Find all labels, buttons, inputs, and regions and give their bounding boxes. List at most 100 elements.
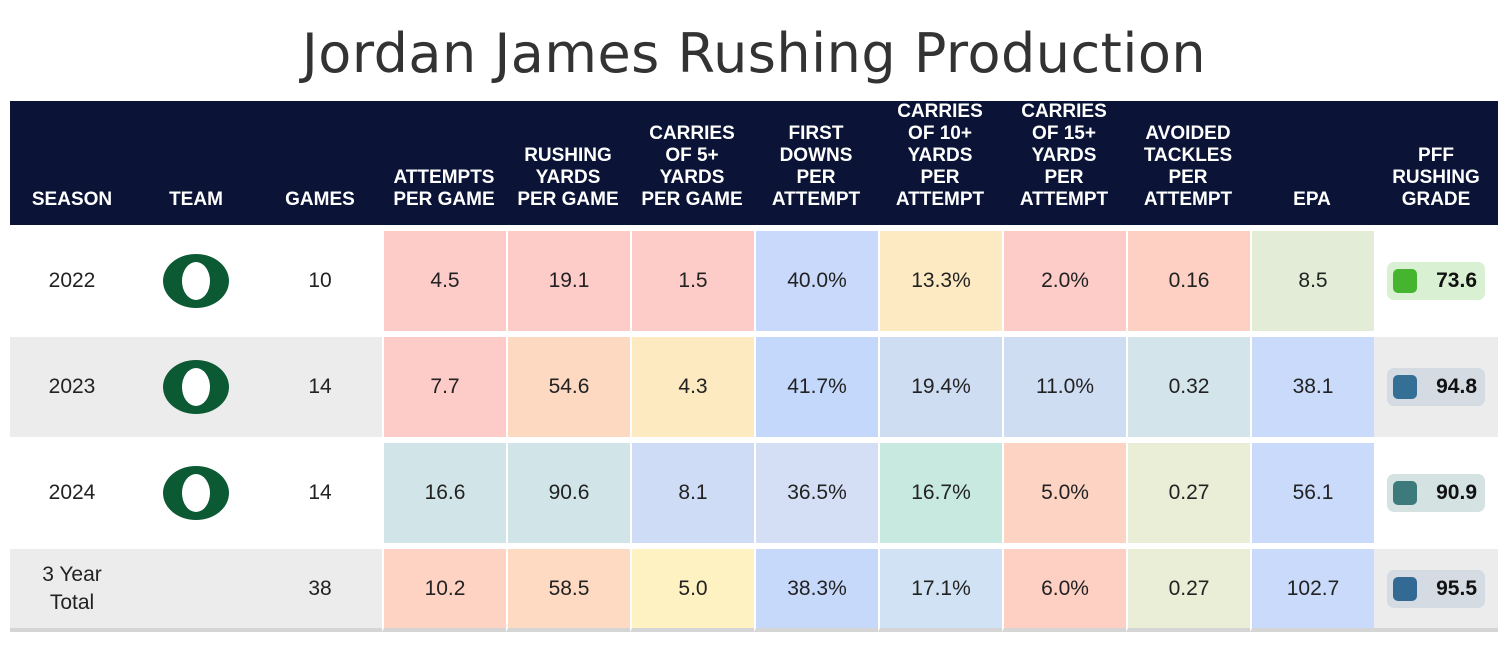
metric-cell: 58.5 <box>506 549 630 632</box>
metric-cell: 8.1 <box>630 443 754 549</box>
metric-cell: 6.0% <box>1002 549 1126 632</box>
grade-value: 94.8 <box>1436 375 1477 398</box>
column-header: SEASON <box>10 101 134 225</box>
games-cell: 38 <box>258 549 382 632</box>
column-header: CARRIES OF 10+ YARDS PER ATTEMPT <box>878 101 1002 225</box>
table-row: 3 Year Total 38 10.2 58.5 5.0 38.3% 17.1% 6.0% 0.… <box>10 549 1498 632</box>
metric-cell: 90.6 <box>506 443 630 549</box>
column-header-line: CARRIES <box>1021 101 1107 122</box>
metric-cell: 102.7 <box>1250 549 1374 632</box>
season-label: 2023 <box>48 375 96 398</box>
metric-cell: 7.7 <box>382 337 506 443</box>
metric-cell: 4.3 <box>630 337 754 443</box>
column-header-line: OF 10+ <box>908 123 972 144</box>
metric-cell: 0.27 <box>1126 443 1250 549</box>
column-header-line: RUSHING <box>1392 167 1480 188</box>
team-cell <box>134 443 258 549</box>
season-cell: 2024 <box>10 443 134 549</box>
grade-value: 73.6 <box>1436 269 1477 292</box>
metric-cell: 56.1 <box>1250 443 1374 549</box>
column-header-line: ATTEMPTS <box>393 167 495 188</box>
metric-cell: 10.2 <box>382 549 506 632</box>
grade-cell: 73.6 <box>1374 231 1498 337</box>
metric-cell: 0.32 <box>1126 337 1250 443</box>
column-header-line: YARDS <box>1031 145 1097 166</box>
column-header-line: PER <box>1044 167 1084 188</box>
column-header-line: TEAM <box>169 189 223 210</box>
metric-cell: 11.0% <box>1002 337 1126 443</box>
column-header: TEAM <box>134 101 258 225</box>
grade-badge: 73.6 <box>1387 262 1485 300</box>
games-cell: 14 <box>258 337 382 443</box>
metric-cell: 0.27 <box>1126 549 1250 632</box>
metric-cell: 8.5 <box>1250 231 1374 337</box>
metric-cell: 19.4% <box>878 337 1002 443</box>
column-header-line: ATTEMPT <box>1019 189 1109 210</box>
oregon-o-logo-icon <box>163 360 229 414</box>
metric-cell: 2.0% <box>1002 231 1126 337</box>
column-header-line: AVOIDED <box>1145 123 1231 144</box>
grade-cell: 95.5 <box>1374 549 1498 632</box>
table-row: 2023 14 7.7 54.6 4.3 41.7% 19.4% 11.0% 0.32 38.1 9… <box>10 337 1498 443</box>
column-header: RUSHING YARDS PER GAME <box>506 101 630 225</box>
metric-cell: 4.5 <box>382 231 506 337</box>
grade-color-swatch <box>1393 375 1417 399</box>
grade-color-swatch <box>1393 481 1417 505</box>
metric-cell: 17.1% <box>878 549 1002 632</box>
column-header-line: CARRIES <box>897 101 983 122</box>
column-header-line: ATTEMPT <box>771 189 861 210</box>
metric-cell: 0.16 <box>1126 231 1250 337</box>
chart-title: Jordan James Rushing Production <box>301 22 1207 85</box>
season-cell: 2022 <box>10 231 134 337</box>
metric-cell: 16.7% <box>878 443 1002 549</box>
column-header: ATTEMPTS PER GAME <box>382 101 506 225</box>
column-header-line: SEASON <box>31 189 113 210</box>
oregon-o-logo-icon <box>163 466 229 520</box>
column-header-line: CARRIES <box>649 123 735 144</box>
team-cell <box>134 549 258 632</box>
column-header: FIRST DOWNS PER ATTEMPT <box>754 101 878 225</box>
grade-badge: 94.8 <box>1387 368 1485 406</box>
metric-cell: 19.1 <box>506 231 630 337</box>
grade-badge: 90.9 <box>1387 474 1485 512</box>
column-header-line: ATTEMPT <box>895 189 985 210</box>
column-header-line: GRADE <box>1401 189 1471 210</box>
column-header-line: YARDS <box>907 145 973 166</box>
oregon-o-logo-icon <box>163 254 229 308</box>
grade-color-swatch <box>1393 269 1417 293</box>
column-header-line: PER GAME <box>517 189 619 210</box>
column-header-line: GAMES <box>285 189 355 210</box>
column-header-line: ATTEMPT <box>1143 189 1233 210</box>
grade-cell: 94.8 <box>1374 337 1498 443</box>
column-header: CARRIES OF 5+ YARDS PER GAME <box>630 101 754 225</box>
column-header-line: PER <box>796 167 836 188</box>
season-label: 2022 <box>48 269 96 292</box>
column-header-line: TACKLES <box>1143 145 1233 166</box>
grade-badge: 95.5 <box>1387 569 1485 608</box>
grade-value: 90.9 <box>1436 481 1477 504</box>
column-header: GAMES <box>258 101 382 225</box>
metric-cell: 38.1 <box>1250 337 1374 443</box>
grade-value: 95.5 <box>1436 576 1477 600</box>
header-row: SEASON TEAM GAMES ATTEMPTS PER GAME RUSHING YA… <box>10 101 1498 225</box>
team-cell <box>134 337 258 443</box>
season-cell: 2023 <box>10 337 134 443</box>
grade-color-swatch <box>1393 576 1417 601</box>
column-header-line: PER <box>1168 167 1208 188</box>
season-label: 3 Year <box>42 562 102 586</box>
column-header-line: OF 15+ <box>1032 123 1096 144</box>
column-header-line: YARDS <box>659 167 725 188</box>
table-row: 2022 10 4.5 19.1 1.5 40.0% 13.3% 2.0% 0.16 8.5 73.… <box>10 231 1498 337</box>
rushing-table: SEASON TEAM GAMES ATTEMPTS PER GAME RUSHING YA… <box>10 101 1498 632</box>
season-label: Total <box>49 590 95 614</box>
team-cell <box>134 231 258 337</box>
column-header: AVOIDED TACKLES PER ATTEMPT <box>1126 101 1250 225</box>
column-header: PFF RUSHING GRADE <box>1374 101 1498 225</box>
season-label: 2024 <box>48 481 96 504</box>
column-header-line: DOWNS <box>779 145 853 166</box>
column-header-line: PER GAME <box>641 189 743 210</box>
column-header-line: PER GAME <box>393 189 495 210</box>
column-header-line: FIRST <box>788 123 844 144</box>
column-header-line: PFF <box>1418 145 1454 166</box>
table-row: 2024 14 16.6 90.6 8.1 36.5% 16.7% 5.0% 0.27 56.1 9… <box>10 443 1498 549</box>
